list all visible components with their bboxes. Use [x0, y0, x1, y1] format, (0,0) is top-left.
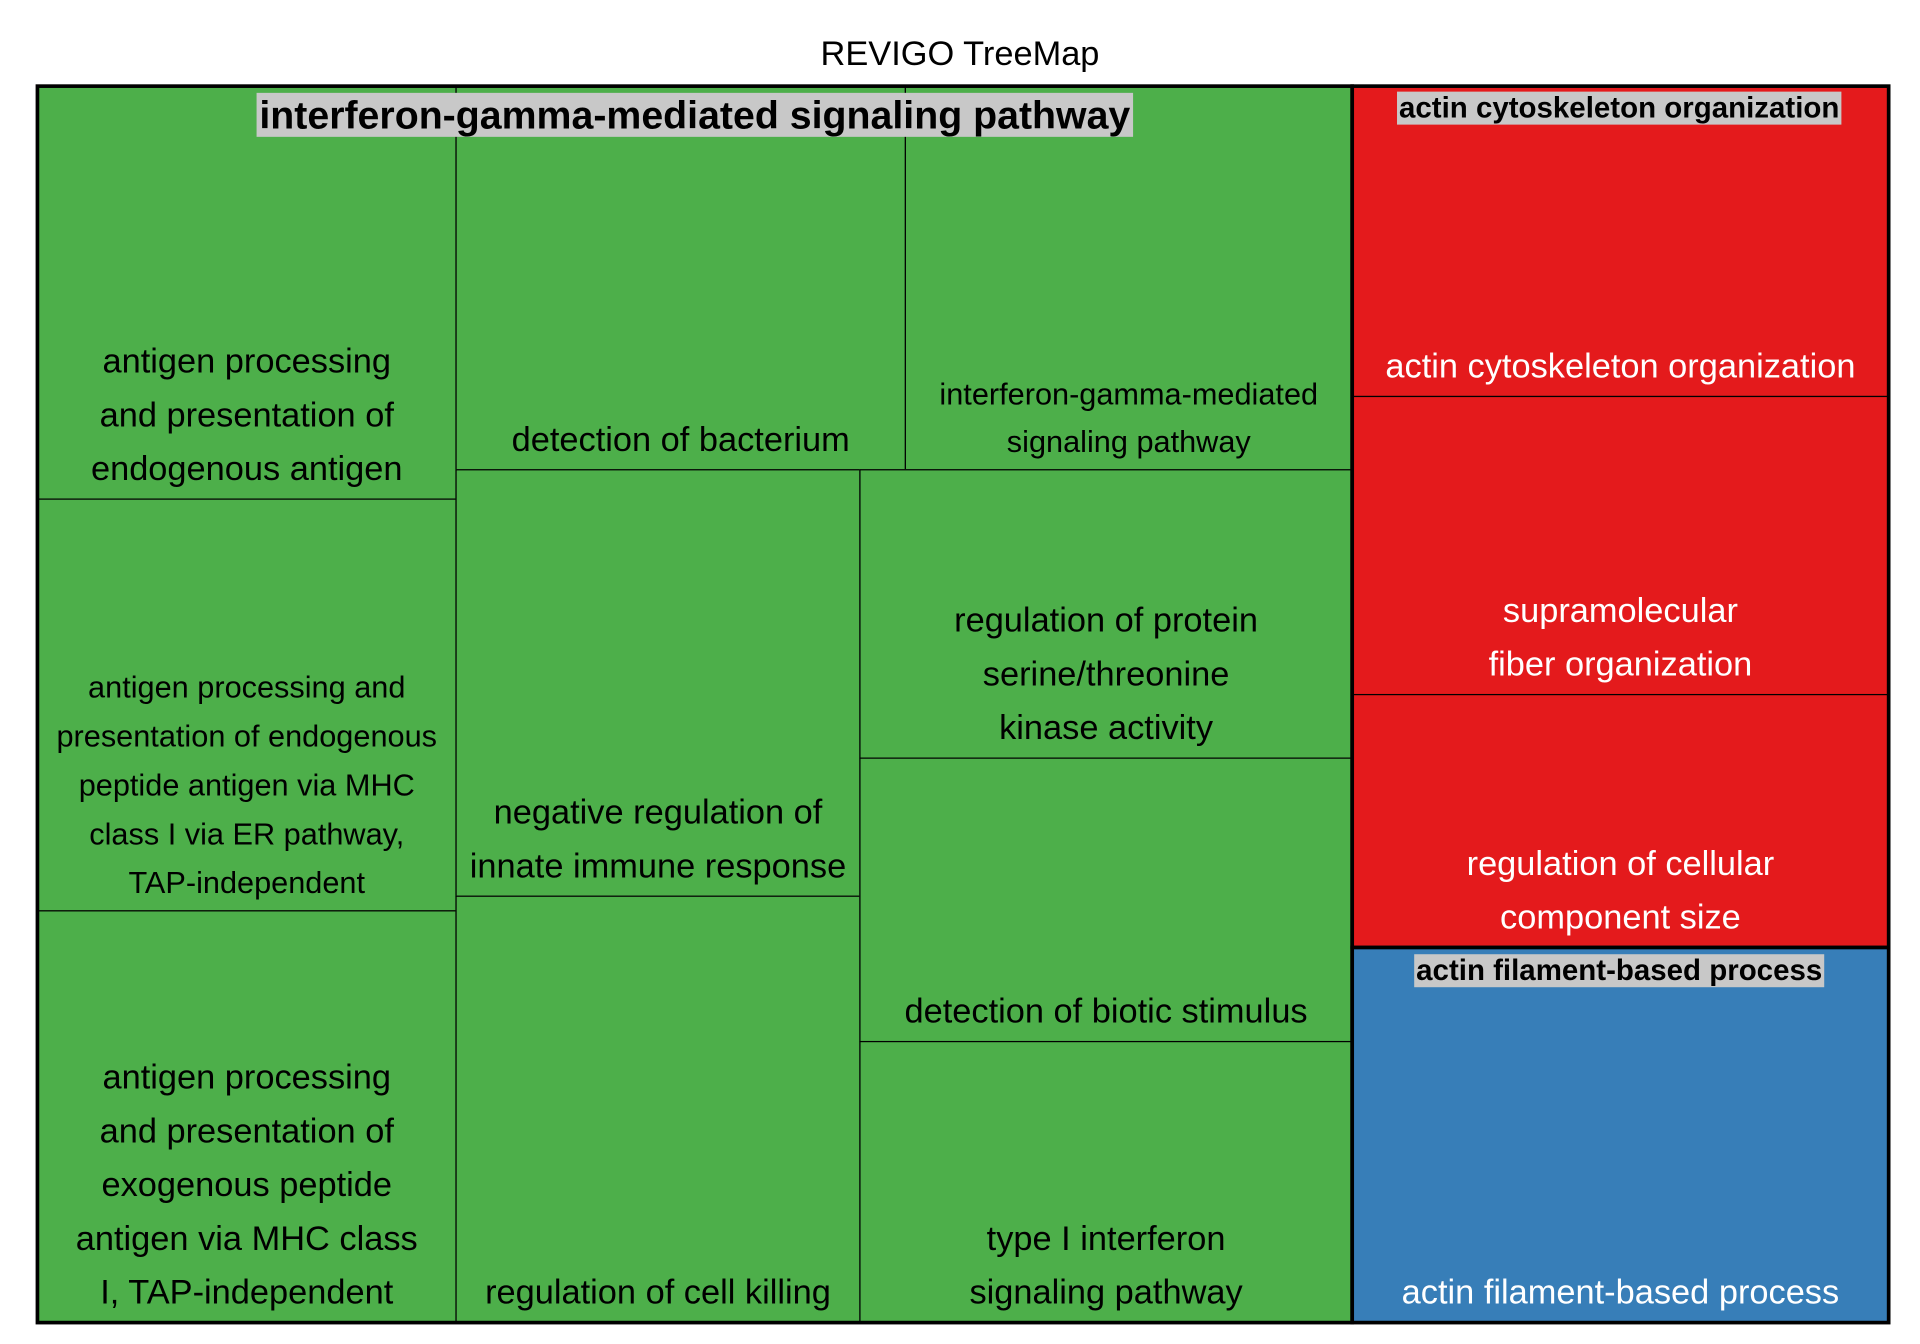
cell-label: signaling pathway [1006, 425, 1251, 460]
treemap-cell: regulation of protein serine/threonine kin… [859, 469, 1353, 759]
cell-label: presentation of endogenous [56, 719, 438, 754]
cell-label: antigen processing [102, 1058, 392, 1096]
cell-label: detection of bacterium [511, 420, 850, 459]
cell-label: kinase activity [999, 708, 1214, 747]
cell-label: regulation of cellular [1466, 844, 1775, 883]
group-header: actin cytoskeleton organization [1005, 91, 1920, 125]
treemap-cell: negative regulation of innate immune resp… [455, 469, 861, 897]
treemap-cell: detection of bacterium [455, 85, 906, 471]
cell-label: supramolecular [1502, 591, 1738, 630]
cell-label: antigen via MHC class [75, 1219, 418, 1258]
cell-label: endogenous antigen [90, 449, 403, 488]
chart-title: REVIGO TreeMap [820, 34, 1100, 73]
treemap-cell: antigen processing and presentation of en… [36, 498, 457, 912]
cell-label: signaling pathway [969, 1273, 1243, 1311]
cell-label: peptide antigen via MHC [78, 768, 415, 803]
group-label: actin cytoskeleton organization [1396, 91, 1842, 125]
treemap-cell: actin cytoskeleton organization [1351, 85, 1890, 398]
treemap-cell: antigen processing and presentation of end… [36, 85, 457, 500]
cell-label: class I via ER pathway, [89, 817, 405, 852]
cell-label: exogenous peptide [101, 1165, 393, 1204]
cell-label: negative regulation of [493, 792, 823, 831]
cell-label: serine/threonine [982, 654, 1230, 693]
cell-label: actin cytoskeleton organization [1385, 346, 1856, 385]
cell-label: fiber organization [1488, 645, 1753, 683]
cell-label: regulation of cell killing [485, 1273, 831, 1311]
cell-label: and presentation of [99, 1111, 394, 1150]
treemap-cell: regulation of cellular component size [1351, 693, 1890, 949]
cell-label: antigen processing [102, 342, 392, 380]
cell-label: TAP-independent [128, 866, 366, 901]
group-label: actin filament-based process [1413, 953, 1825, 987]
treemap-cell: detection of biotic stimulus [859, 757, 1353, 1043]
treemap-cell: supramolecular fiber organization [1351, 395, 1890, 696]
cell-label: type I interferon [986, 1219, 1226, 1258]
cell-label: antigen processing and [88, 670, 406, 705]
cell-label: actin filament-based process [1401, 1273, 1840, 1311]
group-header: actin filament-based process [1005, 953, 1920, 988]
cell-label: interferon-gamma-mediated [939, 377, 1319, 412]
treemap-cell: interferon-gamma-mediated signaling pathw… [904, 85, 1353, 471]
cell-label: regulation of protein [954, 601, 1258, 640]
treemap-cell: actin filament-based process [1351, 946, 1890, 1324]
cell-label: innate immune response [469, 846, 847, 885]
treemap-cell: regulation of cell killing [455, 895, 861, 1324]
group-header: interferon-gamma-mediated signaling path… [81, 92, 1309, 138]
treemap-cell: antigen processing and presentation of exo… [36, 910, 457, 1324]
cell-label: component size [1500, 898, 1741, 936]
group-label: interferon-gamma-mediated signaling path… [256, 92, 1133, 137]
treemap-cell: type I interferon signaling pathway [859, 1040, 1353, 1324]
cell-label: detection of biotic stimulus [904, 992, 1308, 1030]
cell-label: I, TAP-independent [100, 1273, 394, 1311]
cell-label: and presentation of [99, 395, 394, 434]
